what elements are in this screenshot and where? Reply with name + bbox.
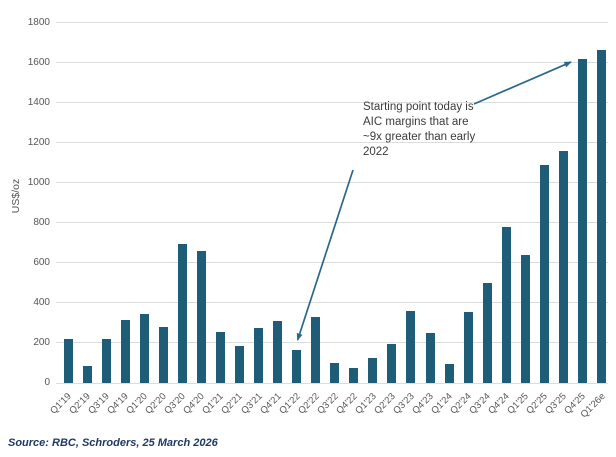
bar xyxy=(82,365,92,383)
annotation-text: Starting point today is AIC margins that … xyxy=(363,100,475,160)
bar xyxy=(463,311,473,383)
bar xyxy=(234,345,244,383)
bar xyxy=(520,254,530,383)
annotation-line: 2022 xyxy=(363,146,389,158)
y-axis-tick: 800 xyxy=(33,216,50,228)
bar xyxy=(63,338,73,383)
bar xyxy=(139,313,149,383)
source-note: Source: RBC, Schroders, 25 March 2026 xyxy=(8,437,218,449)
gridline xyxy=(56,102,608,104)
y-axis-tick: 600 xyxy=(33,256,50,268)
gridline xyxy=(56,342,608,344)
y-axis-tick: 1000 xyxy=(27,176,50,188)
bar xyxy=(273,320,283,383)
bar xyxy=(349,367,359,383)
gridline xyxy=(56,222,608,224)
bar xyxy=(158,326,168,383)
bar xyxy=(425,332,435,383)
arrow-to-q425-bar xyxy=(473,61,572,105)
gridline xyxy=(56,22,608,23)
bar xyxy=(120,319,130,383)
gridline xyxy=(56,382,608,384)
bar xyxy=(482,282,492,383)
bar xyxy=(177,243,187,383)
gridline xyxy=(56,182,608,184)
bar xyxy=(558,150,568,383)
bar xyxy=(539,164,549,383)
bar xyxy=(501,226,511,383)
gridline xyxy=(56,62,608,64)
bar xyxy=(597,49,606,383)
y-axis-tick: 1200 xyxy=(27,136,50,148)
bar xyxy=(387,343,397,383)
bar xyxy=(406,310,416,383)
bar xyxy=(368,357,378,383)
bar xyxy=(215,331,225,383)
bar xyxy=(292,349,302,383)
y-axis-tick: 1600 xyxy=(27,56,50,68)
bar xyxy=(444,363,454,383)
bar xyxy=(254,327,264,383)
bar xyxy=(577,58,587,383)
y-axis-tick: 0 xyxy=(44,377,50,388)
bar xyxy=(311,316,321,383)
arrow-to-q122-bar xyxy=(296,169,354,341)
annotation-line: AIC margins that are xyxy=(363,116,469,128)
y-axis-tick: 1800 xyxy=(27,16,50,28)
annotation-line: Starting point today is xyxy=(363,101,474,113)
bar xyxy=(101,338,111,383)
y-axis-tick: 200 xyxy=(33,336,50,348)
y-axis-tick: 400 xyxy=(33,296,50,308)
bar xyxy=(330,362,340,383)
gridline xyxy=(56,142,608,144)
y-axis-tick: 1400 xyxy=(27,96,50,108)
annotation-line: ~9x greater than early xyxy=(363,131,476,143)
bar xyxy=(196,250,206,383)
